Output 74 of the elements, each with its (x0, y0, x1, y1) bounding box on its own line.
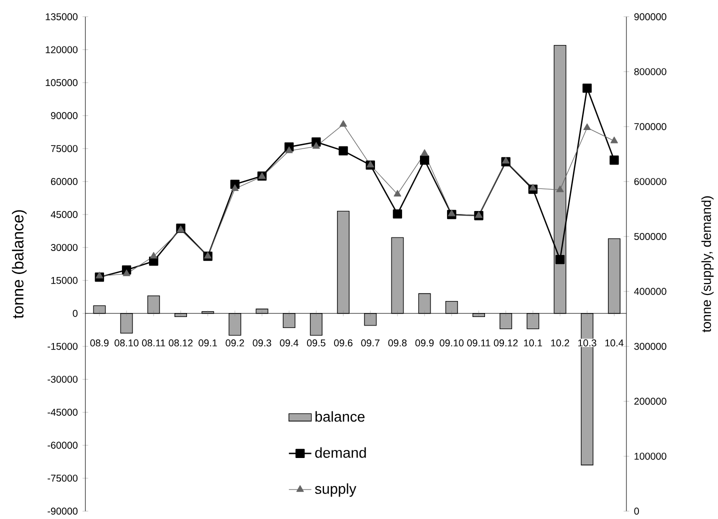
y2-axis-title: tonne (supply, demand) (701, 196, 714, 332)
y2-tick-label: 800000 (634, 68, 666, 76)
point (610, 136, 618, 144)
x-tick-label: 09.10 (440, 339, 464, 346)
point (475, 211, 482, 218)
y-axis-title: tonne (balance) (12, 210, 27, 318)
y-tick-label: 135000 (46, 13, 78, 20)
y2-tick-label: 300000 (634, 342, 666, 350)
point (582, 84, 592, 93)
y-tick-label: 30000 (50, 244, 78, 251)
x-tick-label: 09.1 (198, 339, 217, 346)
x-tick-label: 08.11 (142, 339, 166, 346)
point (556, 186, 564, 192)
y-tick-label: 120000 (46, 46, 78, 54)
y-tick-label: 15000 (51, 276, 78, 284)
y2-tick-label: 0 (634, 508, 639, 515)
point (610, 156, 619, 165)
point (583, 123, 591, 130)
y-tick-label: -45000 (48, 408, 78, 416)
x-tick-label: 09.9 (415, 339, 434, 346)
point (122, 270, 130, 276)
y-tick-label: 105000 (46, 79, 78, 86)
x-tick-label: 10.2 (551, 339, 570, 346)
point (394, 190, 402, 196)
y-tick-label: 45000 (50, 211, 78, 218)
point (529, 184, 537, 190)
y-tick-label: 60000 (51, 178, 78, 186)
x-tick-label: 09.7 (361, 339, 380, 346)
point (285, 146, 293, 154)
point (392, 209, 402, 219)
y2-tick-label: 900000 (634, 13, 666, 20)
y-tick-label: -60000 (48, 442, 78, 449)
y-tick-label: -75000 (48, 474, 78, 482)
y-tick-label: 90000 (50, 112, 78, 120)
point (502, 156, 510, 164)
point (96, 272, 104, 278)
x-tick-label: 09.5 (307, 339, 326, 346)
point (312, 142, 320, 149)
point (338, 146, 348, 156)
point (420, 149, 428, 156)
x-tick-label: 08.10 (114, 339, 138, 346)
x-tick-label: 08.12 (168, 339, 193, 346)
point (340, 120, 348, 127)
y2-tick-label: 400000 (634, 288, 666, 295)
y-tick-label: -15000 (48, 342, 78, 350)
x-tick-label: 09.4 (280, 339, 298, 346)
legend-label: demand (315, 447, 366, 458)
point (420, 156, 430, 165)
x-tick-label: 09.8 (388, 339, 407, 346)
y2-tick-label: 700000 (634, 123, 666, 130)
y2-tick-label: 500000 (634, 232, 666, 240)
point (231, 184, 239, 191)
y-tick-label: 75000 (51, 145, 78, 152)
y-tick-label: -30000 (48, 376, 78, 383)
point (150, 252, 158, 259)
x-tick-label: 09.3 (252, 339, 272, 346)
point (366, 160, 374, 168)
y-tick-label: 0 (72, 310, 78, 317)
x-tick-label: 10.3 (578, 339, 596, 346)
point (448, 210, 456, 216)
y2-tick-label: 100000 (634, 452, 666, 460)
x-tick-label: 10.1 (524, 339, 542, 346)
x-tick-label: 09.2 (226, 339, 244, 346)
y-tick-label: -90000 (48, 508, 78, 515)
x-tick-label: 09.6 (334, 339, 352, 346)
y2-tick-label: 200000 (634, 398, 666, 405)
x-tick-label: 10.4 (605, 339, 624, 346)
legend-label: supply (315, 483, 356, 497)
x-tick-label: 09.11 (467, 339, 490, 346)
y2-tick-label: 600000 (634, 178, 666, 186)
point (555, 254, 565, 264)
legend-label: balance (316, 411, 365, 422)
x-tick-label: 08.9 (90, 339, 109, 346)
x-tick-label: 09.12 (494, 339, 518, 346)
